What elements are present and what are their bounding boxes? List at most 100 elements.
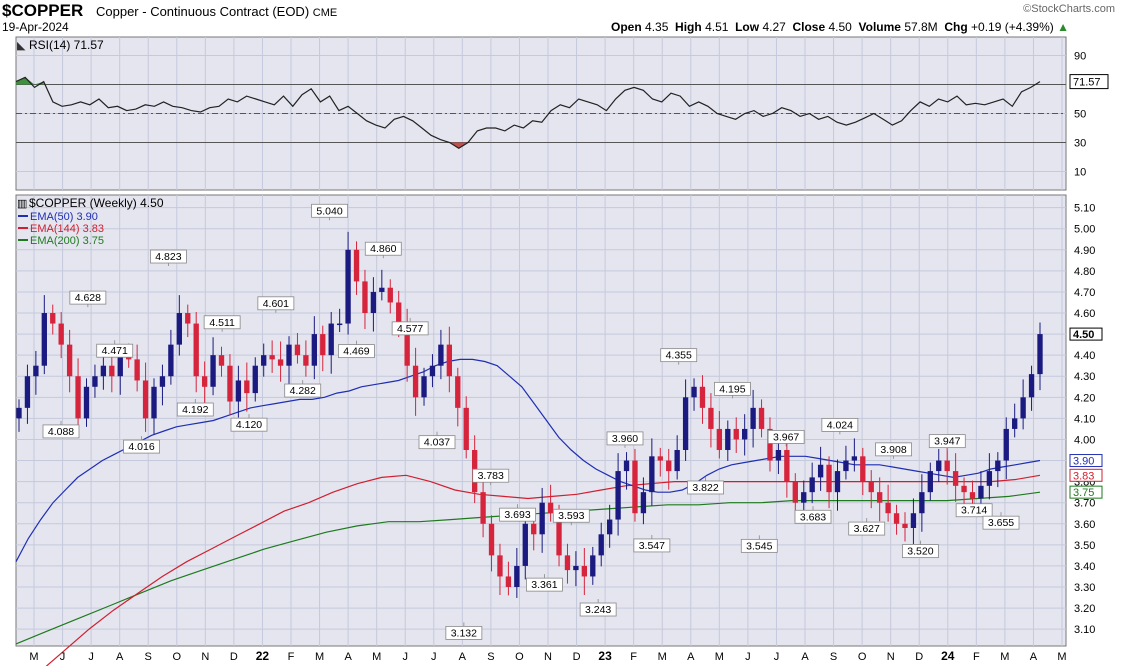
candle-body xyxy=(387,287,393,303)
candle-body xyxy=(725,428,731,451)
price-tag-value: 3.75 xyxy=(1073,487,1094,499)
x-axis-label: D xyxy=(573,651,581,663)
candle-body xyxy=(396,302,402,324)
candle-body xyxy=(995,460,1001,472)
candle-body xyxy=(944,460,950,472)
candle-body xyxy=(843,460,849,472)
candle-body xyxy=(345,249,351,324)
annotation-box xyxy=(928,434,966,449)
candle-body xyxy=(615,471,621,520)
annotation-value: 4.577 xyxy=(397,323,423,335)
candle-body xyxy=(261,355,267,366)
chg-value: +0.19 (+4.39%) xyxy=(971,20,1054,34)
price-annotations: 4.088 4.628 4.471 4.016 4.823 4.192 4.511 4.120… xyxy=(42,203,1020,640)
rsi-legend-icon: ◣ xyxy=(17,40,26,52)
candle-body xyxy=(1012,418,1018,429)
candle-body xyxy=(910,513,917,528)
candle-body xyxy=(134,359,140,381)
x-axis-label: A xyxy=(459,651,467,663)
annotation-value: 5.040 xyxy=(316,205,342,217)
annotation-value: 4.016 xyxy=(128,441,154,453)
annotation-box xyxy=(821,418,859,432)
candle-body xyxy=(649,456,655,493)
candle-body xyxy=(606,519,613,535)
candle-body xyxy=(877,492,883,503)
chart-date: 19-Apr-2024 xyxy=(2,20,69,34)
x-axis-label: 23 xyxy=(598,649,612,663)
candle-body xyxy=(1028,374,1035,398)
annotation-value: 3.547 xyxy=(639,540,665,552)
annotation-value: 4.192 xyxy=(182,404,208,416)
candle-body xyxy=(404,323,410,366)
candle-body xyxy=(109,365,115,377)
candle-body xyxy=(294,344,301,356)
annotation-box xyxy=(794,509,832,524)
annotation-box xyxy=(875,442,912,457)
candle-body xyxy=(438,344,444,366)
annotation-box xyxy=(203,315,241,330)
price-tick-label: 5.10 xyxy=(1074,203,1095,215)
candle-body xyxy=(286,344,292,366)
candle-body xyxy=(446,344,453,377)
annotation-value: 3.520 xyxy=(907,546,933,558)
annotation-value: 3.593 xyxy=(558,510,584,522)
rsi-legend: ◣ RSI(14) 71.57 xyxy=(17,38,104,52)
x-axis-label: M xyxy=(29,651,38,663)
x-axis-label: M xyxy=(1000,651,1009,663)
candle-body xyxy=(708,407,714,429)
annotation-box xyxy=(552,508,590,523)
candle-body xyxy=(320,334,326,356)
candle-body xyxy=(767,428,773,461)
annotation-value: 3.693 xyxy=(504,509,530,521)
rsi-current-tag: 71.57 xyxy=(1069,74,1109,90)
rsi-tick-label: 10 xyxy=(1074,167,1086,179)
price-tag-value: 3.83 xyxy=(1073,470,1094,482)
x-axis-label: M xyxy=(658,651,667,663)
annotation-box xyxy=(176,402,214,417)
price-axis-ticks: 3.103.203.303.403.503.603.703.803.904.00… xyxy=(1074,203,1095,636)
high-value: 4.51 xyxy=(705,20,729,34)
x-axis-label: J xyxy=(745,651,751,663)
ohlc-summary: Open 4.35 High 4.51 Low 4.27 Close 4.50 … xyxy=(611,20,1069,34)
annotation-value: 4.195 xyxy=(719,383,745,395)
exchange-label: CME xyxy=(312,7,338,19)
annotation-value: 3.132 xyxy=(451,627,477,639)
annotation-value: 3.243 xyxy=(585,604,611,616)
candle-body xyxy=(792,481,798,503)
annotation-box xyxy=(445,625,483,640)
candle-body xyxy=(421,376,427,398)
x-axis-label: A xyxy=(116,651,124,663)
annotation-box xyxy=(391,321,429,336)
candle-body xyxy=(522,523,528,566)
price-tick-label: 5.00 xyxy=(1074,224,1095,236)
candle-body xyxy=(185,313,191,324)
candle-body xyxy=(885,502,891,514)
candle-body xyxy=(531,523,537,535)
candle-body xyxy=(463,407,469,451)
candle-body xyxy=(83,386,90,419)
low-value: 4.27 xyxy=(762,20,786,34)
candle-body xyxy=(556,513,562,556)
candle-body xyxy=(961,485,967,493)
x-axis-label: J xyxy=(774,651,780,663)
annotation-value: 3.655 xyxy=(988,517,1014,529)
annotation-value: 3.361 xyxy=(531,579,557,591)
annotation-box xyxy=(150,249,187,264)
price-panel: 3.103.203.303.403.503.603.703.803.904.00… xyxy=(15,194,1103,666)
candle-body xyxy=(33,365,39,377)
ema-legend-label: EMA(144) 3.83 xyxy=(30,223,104,235)
candle-body xyxy=(429,365,436,377)
price-tick-label: 4.60 xyxy=(1074,308,1095,320)
annotation-box xyxy=(982,515,1020,530)
annotation-box xyxy=(767,430,805,444)
rsi-current-tag-box xyxy=(1069,74,1109,90)
annotation-value: 4.823 xyxy=(155,251,181,263)
candle-body xyxy=(370,291,377,314)
x-axis-label: M xyxy=(315,651,324,663)
price-tick-label: 4.10 xyxy=(1074,413,1095,425)
annotation-box xyxy=(338,344,375,359)
annotation-box xyxy=(499,507,536,522)
candle-body xyxy=(176,313,182,345)
annotation-value: 4.024 xyxy=(827,419,853,431)
chart-header: $COPPER Copper - Continuous Contract (EO… xyxy=(0,0,1121,36)
